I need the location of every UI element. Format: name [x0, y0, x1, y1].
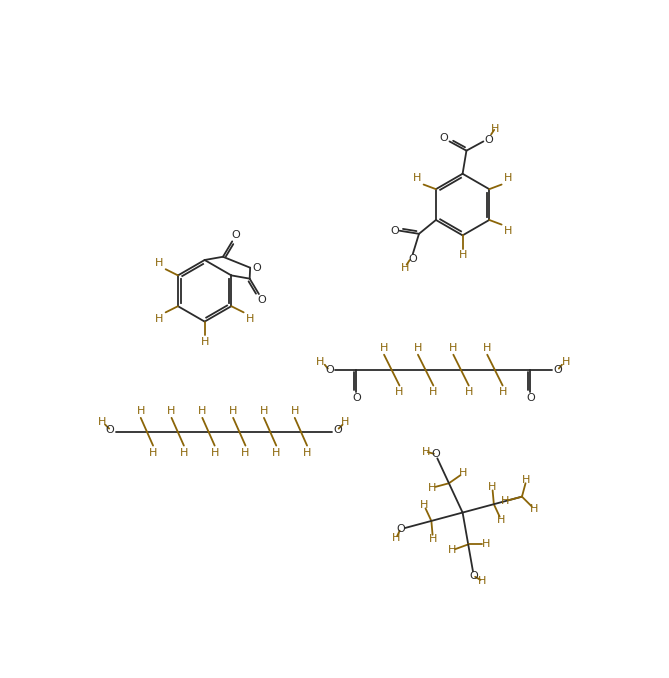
- Text: H: H: [290, 406, 299, 416]
- Text: H: H: [419, 500, 428, 510]
- Text: O: O: [325, 365, 334, 375]
- Text: H: H: [201, 336, 209, 346]
- Text: H: H: [392, 533, 401, 542]
- Text: H: H: [504, 174, 512, 183]
- Text: O: O: [409, 254, 417, 264]
- Text: O: O: [440, 134, 448, 143]
- Text: H: H: [180, 447, 188, 458]
- Text: H: H: [413, 174, 421, 183]
- Text: O: O: [553, 365, 562, 375]
- Text: H: H: [464, 387, 473, 397]
- Text: H: H: [497, 515, 506, 525]
- Text: H: H: [155, 258, 164, 268]
- Text: H: H: [483, 343, 492, 353]
- Text: H: H: [458, 250, 467, 260]
- Text: H: H: [422, 447, 431, 457]
- Text: O: O: [484, 135, 493, 145]
- Text: O: O: [106, 425, 114, 435]
- Text: H: H: [522, 475, 531, 485]
- Text: H: H: [504, 226, 512, 236]
- Text: H: H: [303, 447, 311, 458]
- Text: O: O: [431, 449, 440, 459]
- Text: H: H: [401, 264, 409, 273]
- Text: H: H: [488, 481, 496, 492]
- Text: O: O: [352, 393, 361, 403]
- Text: H: H: [246, 313, 254, 323]
- Text: H: H: [427, 483, 436, 493]
- Text: H: H: [198, 406, 207, 416]
- Text: H: H: [272, 447, 280, 458]
- Text: H: H: [167, 406, 176, 416]
- Text: O: O: [396, 524, 405, 534]
- Text: H: H: [448, 546, 456, 555]
- Text: O: O: [390, 226, 399, 236]
- Text: H: H: [136, 406, 145, 416]
- Text: H: H: [341, 418, 350, 427]
- Text: H: H: [155, 313, 164, 323]
- Text: O: O: [526, 393, 535, 403]
- Text: H: H: [563, 357, 571, 367]
- Text: H: H: [500, 496, 509, 506]
- Text: H: H: [449, 343, 458, 353]
- Text: H: H: [459, 468, 468, 478]
- Text: H: H: [478, 576, 486, 586]
- Text: H: H: [531, 504, 539, 514]
- Text: O: O: [333, 425, 343, 435]
- Text: H: H: [491, 124, 499, 134]
- Text: H: H: [498, 387, 507, 397]
- Text: H: H: [482, 540, 490, 549]
- Text: H: H: [380, 343, 388, 353]
- Text: O: O: [231, 231, 240, 240]
- Text: H: H: [413, 343, 422, 353]
- Text: O: O: [470, 571, 478, 581]
- Text: O: O: [253, 262, 262, 273]
- Text: H: H: [149, 447, 157, 458]
- Text: H: H: [211, 447, 219, 458]
- Text: H: H: [395, 387, 403, 397]
- Text: H: H: [316, 357, 324, 367]
- Text: H: H: [98, 418, 106, 427]
- Text: H: H: [229, 406, 237, 416]
- Text: H: H: [429, 534, 437, 544]
- Text: O: O: [258, 295, 266, 305]
- Text: H: H: [242, 447, 250, 458]
- Text: H: H: [429, 387, 438, 397]
- Text: H: H: [260, 406, 268, 416]
